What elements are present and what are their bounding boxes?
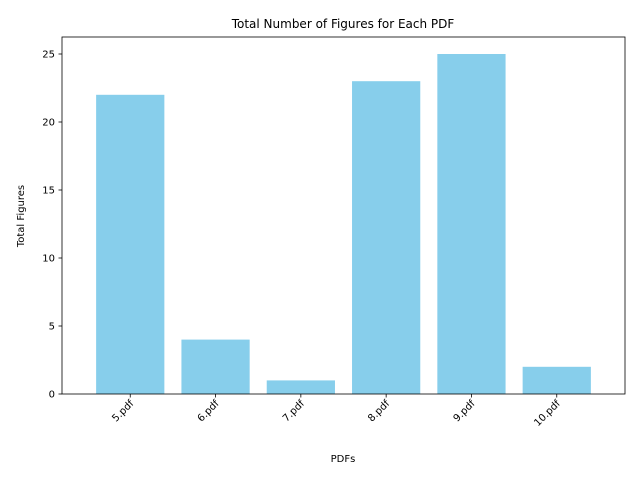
- x-tick-label: 7.pdf: [281, 398, 307, 424]
- bar-6-pdf: [181, 339, 250, 394]
- chart-title: Total Number of Figures for Each PDF: [231, 17, 455, 31]
- y-tick-label: 5: [49, 322, 55, 333]
- y-tick-label: 15: [42, 186, 55, 197]
- x-axis-label: PDFs: [331, 454, 356, 465]
- bar-10-pdf: [522, 366, 591, 394]
- x-tick-label: 9.pdf: [452, 398, 478, 424]
- bar-8-pdf: [352, 81, 421, 394]
- y-tick-label: 0: [49, 390, 55, 401]
- y-axis: 0 5 10 15 20 25: [42, 50, 62, 401]
- bar-7-pdf: [266, 380, 335, 394]
- y-tick-label: 20: [42, 118, 55, 129]
- bars-group: [96, 54, 591, 395]
- y-tick-label: 10: [42, 254, 55, 265]
- x-axis: 5.pdf 6.pdf 7.pdf 8.pdf 9.pdf 10.pdf: [110, 394, 563, 429]
- bar-9-pdf: [437, 54, 506, 394]
- y-tick-label: 25: [42, 50, 55, 61]
- y-axis-label: Total Figures: [16, 185, 27, 248]
- x-tick-label: 6.pdf: [196, 398, 222, 424]
- x-tick-label: 5.pdf: [110, 398, 136, 424]
- plot-frame: [61, 36, 626, 395]
- x-tick-label: 10.pdf: [532, 398, 563, 429]
- x-tick-label: 8.pdf: [366, 398, 392, 424]
- bar-5-pdf: [96, 94, 165, 395]
